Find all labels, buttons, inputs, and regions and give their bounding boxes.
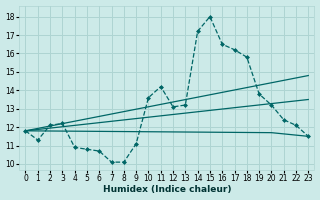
X-axis label: Humidex (Indice chaleur): Humidex (Indice chaleur) bbox=[103, 185, 231, 194]
